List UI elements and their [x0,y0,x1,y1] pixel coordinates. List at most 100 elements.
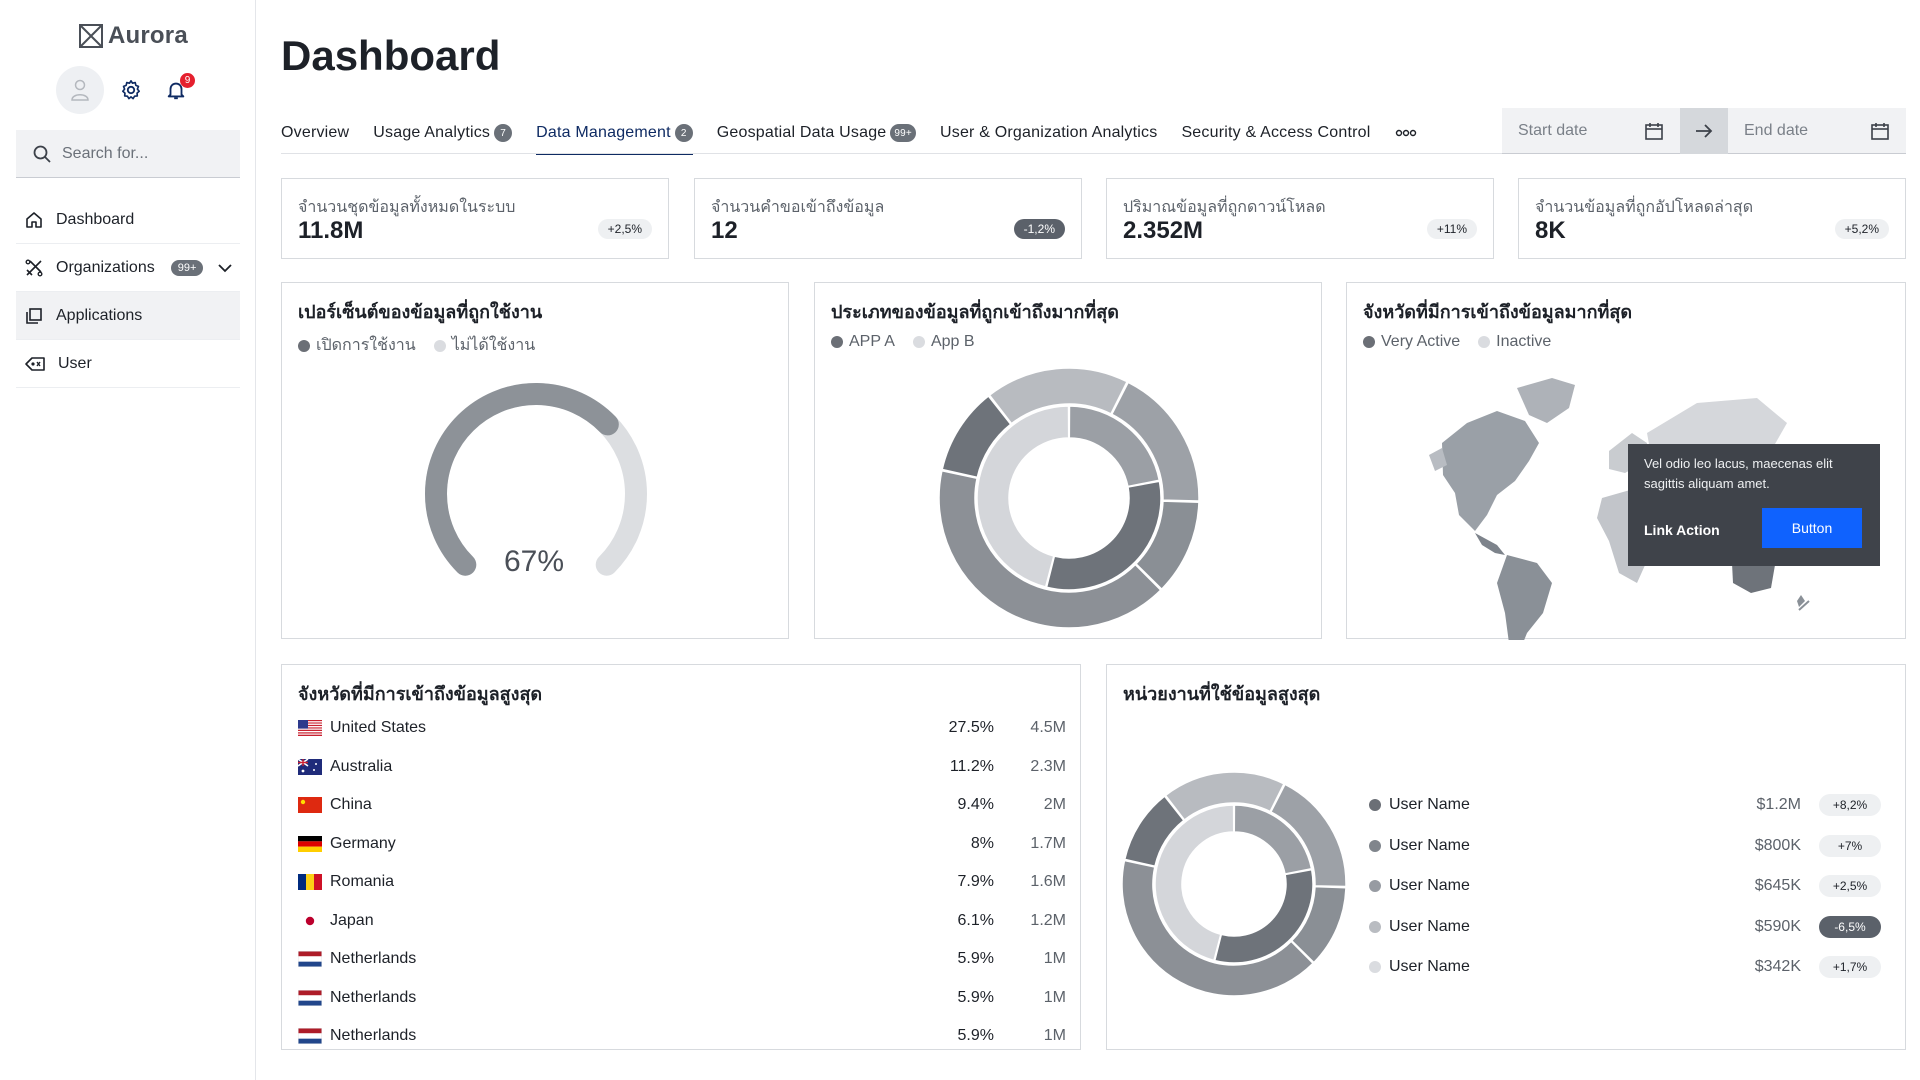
legend-label: Very Active [1381,333,1461,350]
legend-item: ไม่ได้ใช้งาน [433,333,535,358]
sidebar-item-dashboard[interactable]: Dashboard [16,196,240,244]
tab-count-badge: 99+ [890,124,916,142]
gauge-value: 67% [504,545,565,578]
more-tabs-button[interactable] [1395,112,1441,154]
country-name: Netherlands [330,950,417,967]
legend-label: Inactive [1496,333,1552,350]
kpi-card-total-datasets: จำนวนชุดข้อมูลทั้งหมดในระบบ 11.8M +2,5% [281,178,669,259]
settings-button[interactable] [118,77,144,103]
donut2-outer-slice [1123,795,1185,868]
kpi-delta-badge: -1,2% [1013,219,1065,239]
legend-dot [1478,336,1491,348]
unit-amount: $590K [1754,917,1801,935]
unit-change-badge: +8,2% [1819,794,1881,816]
country-percent: 5.9% [957,1027,994,1044]
unit-amount: $342K [1754,958,1801,975]
tab-overview[interactable]: Overview [281,112,373,154]
kpi-label: ปริมาณข้อมูลที่ถูกดาวน์โหลด [1123,199,1326,216]
donut1-inner-slice [1068,405,1161,488]
legend-item: App B [912,333,975,351]
country-value: 4.5M [1030,719,1066,736]
list-item: Australia 11.2% 2.3M [298,748,1080,786]
country-percent: 27.5% [948,719,994,736]
applications-icon [26,307,42,324]
sidebar-item-user[interactable]: User [16,340,240,388]
tab-user-organization-analytics[interactable]: User & Organization Analytics [940,112,1181,154]
legend-item: Very Active [1363,333,1460,351]
legend-item: เปิดการใช้งาน [298,333,416,358]
gauge-chart [425,383,647,576]
notification-count-badge: 9 [180,73,195,88]
country-name: Germany [330,834,396,852]
notifications-button[interactable]: 9 [162,73,195,104]
page-title: Dashboard [281,32,501,79]
donut2-inner-slice [1213,868,1314,964]
country-value: 1.2M [1030,911,1066,929]
country-value: 1M [1043,950,1066,967]
tab-security-access-control[interactable]: Security & Access Control [1181,112,1394,154]
overflow-menu-icon [1395,129,1416,137]
list-item: User Name $800K +7% [1369,826,1897,866]
map-tooltip: Vel odio leo lacus, maecenas elit sagitt… [1628,444,1880,566]
avatar[interactable] [56,66,104,114]
country-value: 1M [1043,988,1066,1006]
map-region-pacific-islands [1798,600,1810,611]
user-avatar-icon [71,79,89,101]
card-title: ประเภทของข้อมูลที่ถูกเข้าถึงมากที่สุด [831,302,1119,322]
legend-dot [831,336,843,348]
tab-usage-analytics[interactable]: Usage Analytics 7 [373,112,536,154]
kpi-value: 8K [1535,217,1566,244]
logo[interactable]: Aurora [78,22,188,50]
tooltip-button[interactable]: Button [1762,508,1862,548]
tab-data-management[interactable]: Data Management 2 [536,112,717,155]
legend-item: Inactive [1478,333,1551,351]
organizations-count-badge: 99+ [170,259,204,276]
country-value: 2.3M [1030,757,1066,775]
kpi-label: จำนวนคำขอเข้าถึงข้อมูล [711,199,885,216]
chart-legend: APP A App B [831,333,975,351]
kpi-card-downloaded-volume: ปริมาณข้อมูลที่ถูกดาวน์โหลด 2.352M +11% [1106,178,1494,259]
donut1-inner-slice [976,405,1070,588]
de-flag-icon [298,835,322,852]
map-region-south-america [1497,555,1552,640]
home-icon [26,211,42,228]
country-value: 1.6M [1030,873,1066,890]
end-date-field[interactable]: End date [1728,108,1906,154]
tooltip-link-action[interactable]: Link Action [1644,522,1720,538]
search-box[interactable] [16,130,240,178]
legend-dot [433,339,446,352]
legend-label: APP A [849,333,895,350]
organization-icon [25,259,43,276]
legend-dot [1369,961,1381,973]
list-item: Germany 8% 1.7M [298,825,1080,863]
country-percent: 6.1% [957,911,994,929]
tab-geospatial-data-usage[interactable]: Geospatial Data Usage 99+ [717,112,940,154]
unit-change-badge: +1,7% [1819,956,1881,978]
search-icon [33,145,51,163]
nl-flag-icon [298,1028,322,1044]
search-input[interactable] [62,144,222,163]
start-date-field[interactable]: Start date [1502,108,1680,154]
jp-flag-icon [298,912,322,929]
donut2-outer-slice [1290,885,1347,964]
calendar-icon[interactable] [1870,121,1890,141]
tab-label: Usage Analytics [373,124,491,141]
chart-legend: Very Active Inactive [1363,333,1551,351]
bell-icon [167,82,185,100]
list-item: User Name $645K +2,5% [1369,866,1897,906]
country-name: Netherlands [330,1027,417,1044]
kpi-value: 12 [711,217,738,244]
donut1-inner-slice [1045,480,1162,591]
unit-name: User Name [1389,877,1470,894]
tooltip-text: Vel odio leo lacus, maecenas elit sagitt… [1644,456,1833,491]
map-region-greenland [1517,378,1575,423]
list-item: United States 27.5% 4.5M [298,709,1080,747]
unit-amount: $1.2M [1756,796,1801,813]
calendar-icon[interactable] [1644,121,1664,141]
sidebar-item-applications[interactable]: Applications [16,292,240,340]
gauge-value-arc [425,383,619,576]
chevron-down-icon[interactable] [218,263,232,273]
donut2-inner-slice [1154,804,1235,962]
sidebar-item-organizations[interactable]: Organizations 99+ [16,244,240,292]
tab-count-badge: 7 [494,124,513,142]
